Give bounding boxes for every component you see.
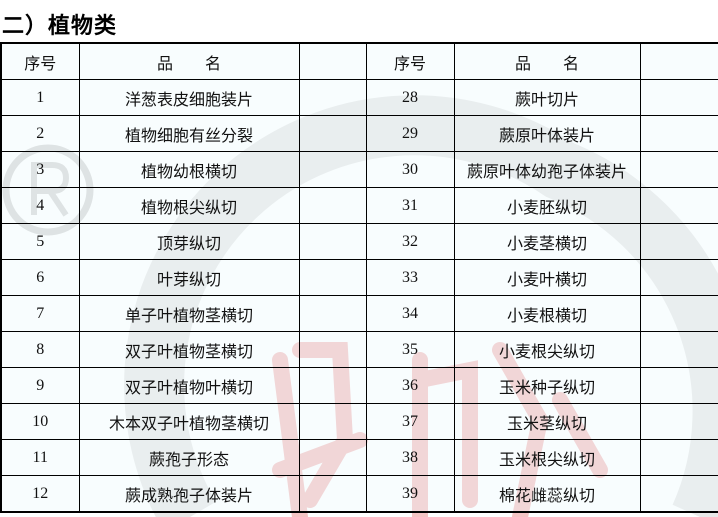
specimen-table: 序号 品 名 序号 品 名 1 洋葱表皮细胞装片 28 蕨叶切片 2 植物细胞有丝分裂 29… (0, 42, 718, 513)
header-name-left: 品 名 (78, 42, 300, 80)
left-blank-cell (298, 295, 367, 332)
left-no-cell: 5 (0, 223, 80, 260)
right-no-cell: 38 (365, 439, 455, 476)
left-name-cell: 植物根尖纵切 (78, 187, 300, 224)
table-row: 3 植物幼根横切 30 蕨原叶体幼孢子体装片 (0, 151, 718, 188)
table-row: 2 植物细胞有丝分裂 29 蕨原叶体装片 (0, 115, 718, 152)
right-no-cell: 33 (365, 259, 455, 296)
right-blank-cell (639, 439, 718, 476)
left-blank-cell (298, 439, 367, 476)
right-blank-cell (639, 295, 718, 332)
right-blank-cell (639, 115, 718, 152)
left-no-cell: 12 (0, 475, 80, 513)
section-title: 二）植物类 (2, 14, 118, 39)
left-no-cell: 3 (0, 151, 80, 188)
left-blank-cell (298, 115, 367, 152)
right-no-cell: 34 (365, 295, 455, 332)
table-row: 4 植物根尖纵切 31 小麦胚纵切 (0, 187, 718, 224)
left-no-cell: 6 (0, 259, 80, 296)
right-blank-cell (639, 475, 718, 513)
right-name-cell: 玉米种子纵切 (453, 367, 641, 404)
table-row: 6 叶芽纵切 33 小麦叶横切 (0, 259, 718, 296)
left-no-cell: 1 (0, 79, 80, 116)
right-blank-cell (639, 259, 718, 296)
header-blank-right (639, 42, 718, 80)
right-no-cell: 35 (365, 331, 455, 368)
right-blank-cell (639, 79, 718, 116)
header-blank-left (298, 42, 367, 80)
right-name-cell: 玉米根尖纵切 (453, 439, 641, 476)
right-blank-cell (639, 331, 718, 368)
left-name-cell: 叶芽纵切 (78, 259, 300, 296)
left-name-cell: 单子叶植物茎横切 (78, 295, 300, 332)
header-no-left: 序号 (0, 42, 80, 80)
right-no-cell: 39 (365, 475, 455, 513)
left-name-cell: 洋葱表皮细胞装片 (78, 79, 300, 116)
right-name-cell: 蕨原叶体幼孢子体装片 (453, 151, 641, 188)
table-header-row: 序号 品 名 序号 品 名 (0, 42, 718, 80)
left-name-cell: 双子叶植物叶横切 (78, 367, 300, 404)
right-name-cell: 小麦茎横切 (453, 223, 641, 260)
right-name-cell: 棉花雌蕊纵切 (453, 475, 641, 513)
left-no-cell: 8 (0, 331, 80, 368)
left-blank-cell (298, 403, 367, 440)
left-name-cell: 顶芽纵切 (78, 223, 300, 260)
right-no-cell: 32 (365, 223, 455, 260)
left-no-cell: 7 (0, 295, 80, 332)
right-name-cell: 小麦根横切 (453, 295, 641, 332)
table-row: 11 蕨孢子形态 38 玉米根尖纵切 (0, 439, 718, 476)
table-row: 9 双子叶植物叶横切 36 玉米种子纵切 (0, 367, 718, 404)
left-blank-cell (298, 475, 367, 513)
right-no-cell: 31 (365, 187, 455, 224)
right-no-cell: 29 (365, 115, 455, 152)
right-blank-cell (639, 367, 718, 404)
table-row: 12 蕨成熟孢子体装片 39 棉花雌蕊纵切 (0, 475, 718, 513)
left-no-cell: 4 (0, 187, 80, 224)
right-blank-cell (639, 403, 718, 440)
left-name-cell: 蕨成熟孢子体装片 (78, 475, 300, 513)
right-name-cell: 小麦叶横切 (453, 259, 641, 296)
left-name-cell: 蕨孢子形态 (78, 439, 300, 476)
right-no-cell: 30 (365, 151, 455, 188)
right-name-cell: 蕨叶切片 (453, 79, 641, 116)
left-no-cell: 9 (0, 367, 80, 404)
header-name-right: 品 名 (453, 42, 641, 80)
left-no-cell: 2 (0, 115, 80, 152)
left-name-cell: 植物细胞有丝分裂 (78, 115, 300, 152)
table-row: 5 顶芽纵切 32 小麦茎横切 (0, 223, 718, 260)
table-row: 7 单子叶植物茎横切 34 小麦根横切 (0, 295, 718, 332)
left-blank-cell (298, 79, 367, 116)
left-no-cell: 11 (0, 439, 80, 476)
left-blank-cell (298, 367, 367, 404)
left-name-cell: 植物幼根横切 (78, 151, 300, 188)
right-no-cell: 28 (365, 79, 455, 116)
left-name-cell: 木本双子叶植物茎横切 (78, 403, 300, 440)
table-row: 10 木本双子叶植物茎横切 37 玉米茎纵切 (0, 403, 718, 440)
right-blank-cell (639, 151, 718, 188)
right-no-cell: 37 (365, 403, 455, 440)
right-blank-cell (639, 187, 718, 224)
left-blank-cell (298, 187, 367, 224)
right-name-cell: 蕨原叶体装片 (453, 115, 641, 152)
right-name-cell: 小麦根尖纵切 (453, 331, 641, 368)
left-name-cell: 双子叶植物茎横切 (78, 331, 300, 368)
left-blank-cell (298, 331, 367, 368)
header-no-right: 序号 (365, 42, 455, 80)
right-name-cell: 小麦胚纵切 (453, 187, 641, 224)
table-row: 8 双子叶植物茎横切 35 小麦根尖纵切 (0, 331, 718, 368)
left-blank-cell (298, 259, 367, 296)
right-name-cell: 玉米茎纵切 (453, 403, 641, 440)
right-blank-cell (639, 223, 718, 260)
left-no-cell: 10 (0, 403, 80, 440)
left-blank-cell (298, 223, 367, 260)
left-blank-cell (298, 151, 367, 188)
table-row: 1 洋葱表皮细胞装片 28 蕨叶切片 (0, 79, 718, 116)
right-no-cell: 36 (365, 367, 455, 404)
